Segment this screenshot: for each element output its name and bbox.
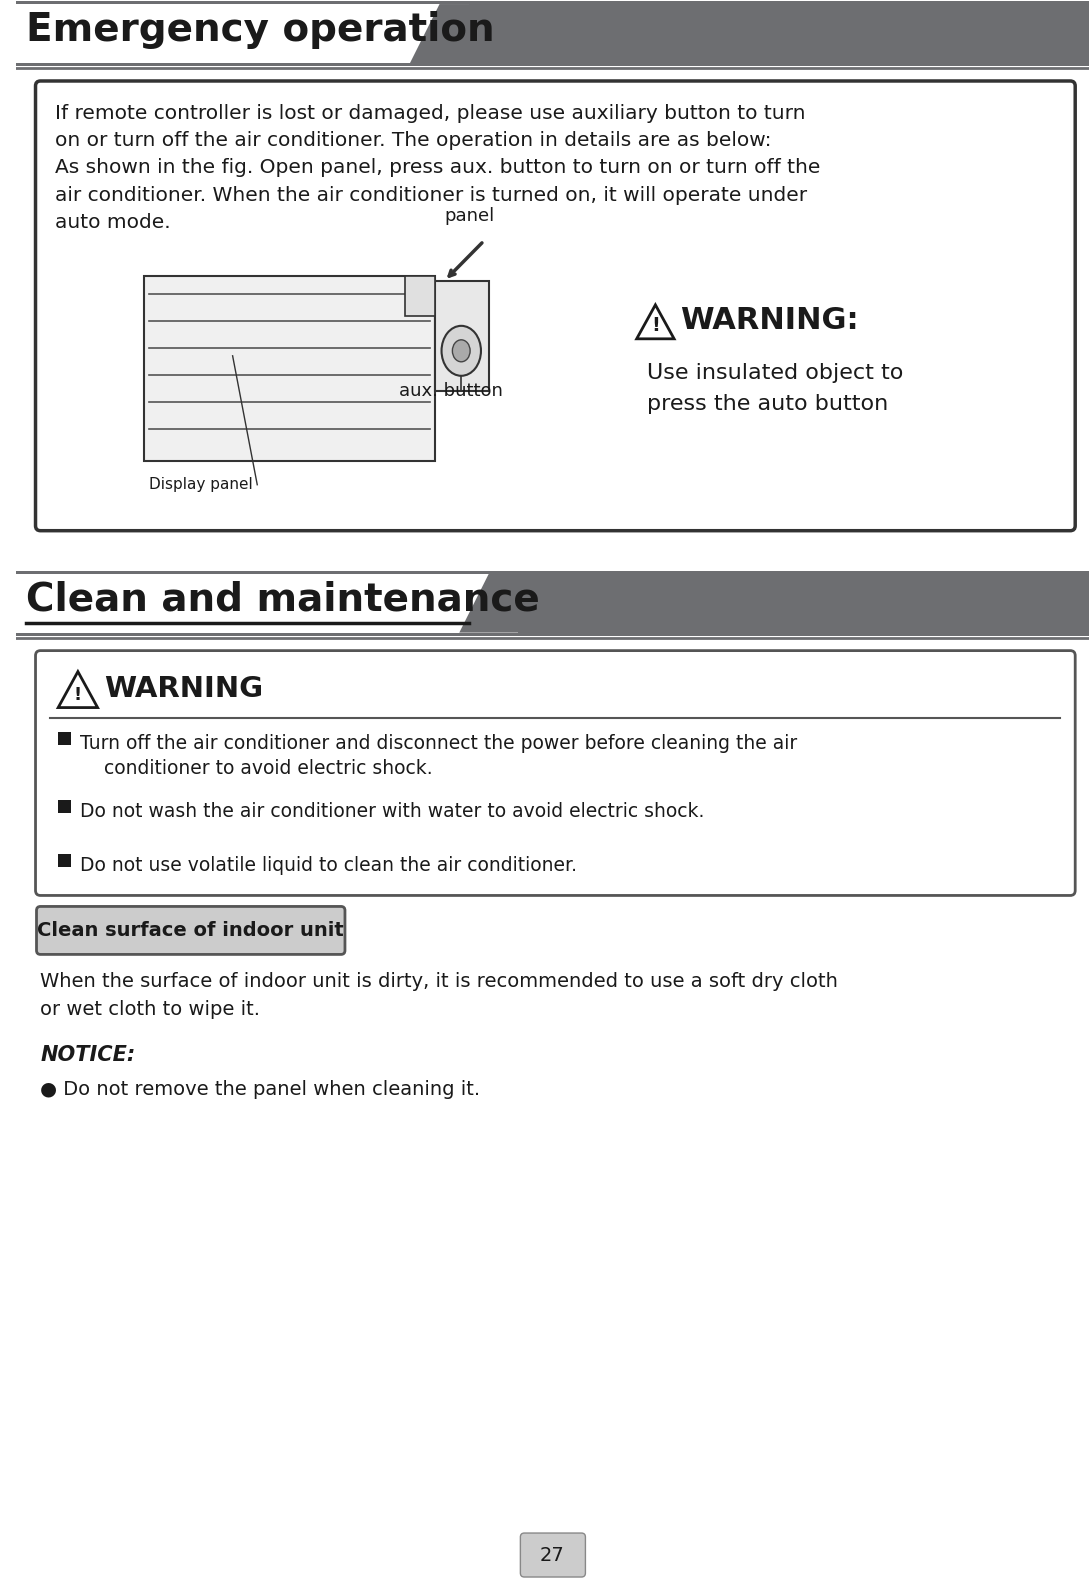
- Polygon shape: [409, 5, 518, 64]
- Bar: [16, 571, 1089, 636]
- Text: Turn off the air conditioner and disconnect the power before cleaning the air
  : Turn off the air conditioner and disconn…: [79, 733, 797, 778]
- Text: 27: 27: [539, 1546, 564, 1565]
- Text: Clean and maintenance: Clean and maintenance: [26, 580, 539, 618]
- Text: When the surface of indoor unit is dirty, it is recommended to use a soft dry cl: When the surface of indoor unit is dirty…: [40, 972, 839, 1020]
- FancyBboxPatch shape: [36, 81, 1075, 531]
- Text: If remote controller is lost or damaged, please use auxiliary button to turn
on : If remote controller is lost or damaged,…: [56, 104, 821, 233]
- Text: panel: panel: [444, 207, 494, 225]
- Bar: [144, 276, 435, 461]
- Text: !: !: [651, 316, 660, 335]
- Text: Do not use volatile liquid to clean the air conditioner.: Do not use volatile liquid to clean the …: [79, 856, 577, 875]
- Bar: [16, 5, 469, 64]
- Text: NOTICE:: NOTICE:: [40, 1046, 136, 1065]
- Ellipse shape: [452, 340, 470, 362]
- Bar: [58, 854, 71, 867]
- Text: Emergency operation: Emergency operation: [26, 11, 494, 49]
- Text: WARNING:: WARNING:: [680, 306, 858, 335]
- Polygon shape: [637, 304, 674, 340]
- FancyBboxPatch shape: [36, 650, 1075, 896]
- FancyBboxPatch shape: [37, 907, 345, 955]
- Polygon shape: [460, 574, 567, 633]
- Text: WARNING: WARNING: [105, 674, 264, 703]
- Text: Do not wash the air conditioner with water to avoid electric shock.: Do not wash the air conditioner with wat…: [79, 802, 705, 821]
- Bar: [58, 800, 71, 813]
- Text: Clean surface of indoor unit: Clean surface of indoor unit: [37, 921, 344, 940]
- Text: Display panel: Display panel: [149, 477, 253, 491]
- Ellipse shape: [441, 325, 481, 376]
- Text: aux. button: aux. button: [400, 383, 503, 400]
- Text: Use insulated object to
press the auto button: Use insulated object to press the auto b…: [647, 363, 903, 414]
- Polygon shape: [58, 671, 98, 708]
- Bar: [435, 281, 489, 391]
- Bar: [16, 574, 518, 633]
- Text: ● Do not remove the panel when cleaning it.: ● Do not remove the panel when cleaning …: [40, 1081, 480, 1100]
- FancyBboxPatch shape: [521, 1533, 586, 1576]
- Bar: [16, 2, 1089, 65]
- Bar: [58, 732, 71, 744]
- Text: !: !: [74, 685, 82, 703]
- Bar: [405, 276, 435, 316]
